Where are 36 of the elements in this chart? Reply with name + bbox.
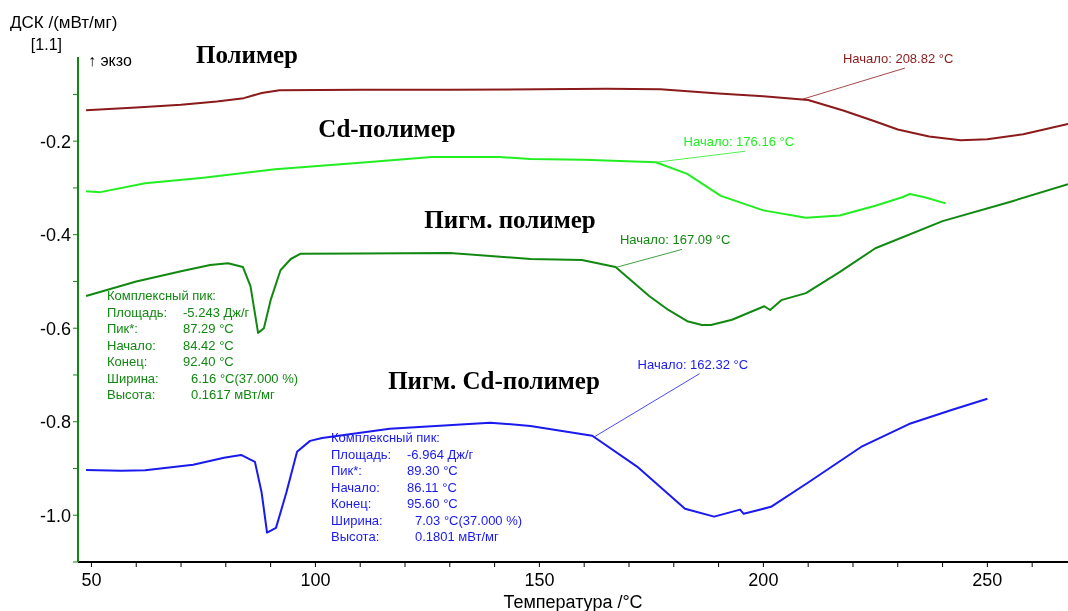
- series-label: Cd-полимер: [318, 114, 456, 142]
- series-label: Полимер: [195, 40, 299, 68]
- text: Высота: 0.1617 мВт/мг: [107, 387, 275, 402]
- text: Высота: 0.1801 мВт/мг: [331, 529, 499, 544]
- text: Начало: 84.42 °C: [107, 337, 234, 353]
- y-tick-label: -1.0: [39, 505, 71, 526]
- x-axis-title: Температура /°C: [503, 592, 643, 611]
- text: Конец: 92.40 °C: [107, 354, 234, 369]
- text: Площадь: -5.243 Дж/г: [107, 304, 250, 320]
- annotation: Начало: 162.32 °C: [637, 356, 749, 372]
- y-tick-label: -0.6: [39, 318, 71, 339]
- text: Ширина: 6.16 °C(37.000 %): [107, 370, 299, 386]
- text: Начало: 86.11 °C: [331, 479, 457, 495]
- text: Пик*: 87.29 °C: [107, 321, 234, 336]
- annotation: Комплексный пик:: [107, 288, 216, 303]
- text: Конец: 95.60 °C: [331, 496, 458, 511]
- series-label: Пигм. полимер: [424, 205, 596, 233]
- annotation: Начало: 167.09 °C: [619, 232, 731, 248]
- y-tick-label: -0.2: [39, 131, 71, 152]
- text: Площадь: -6.964 Дж/г: [331, 446, 474, 462]
- annotation: Начало: 176.16 °C: [683, 134, 795, 150]
- annotation: Начало: 208.82 °C: [842, 51, 954, 67]
- annotation: ↑ экзо: [88, 52, 132, 69]
- y-tick-label: -0.4: [39, 225, 71, 246]
- series-label: Пигм. Cd-полимер: [388, 366, 600, 394]
- x-tick-label: 150: [524, 569, 555, 590]
- y-axis-title: ДСК /(мВт/мг): [10, 13, 118, 32]
- x-tick-label: 200: [748, 569, 779, 590]
- annotation: Комплексный пик:: [331, 430, 440, 445]
- x-tick-label: 100: [300, 569, 331, 590]
- text: [1.1]: [30, 36, 62, 53]
- y-tick-label: -0.8: [39, 412, 71, 433]
- x-tick-label: 50: [81, 569, 102, 590]
- text: Ширина: 7.03 °C(37.000 %): [331, 512, 523, 528]
- text: Пик*: 89.30 °C: [331, 463, 458, 478]
- x-tick-label: 250: [972, 569, 1003, 590]
